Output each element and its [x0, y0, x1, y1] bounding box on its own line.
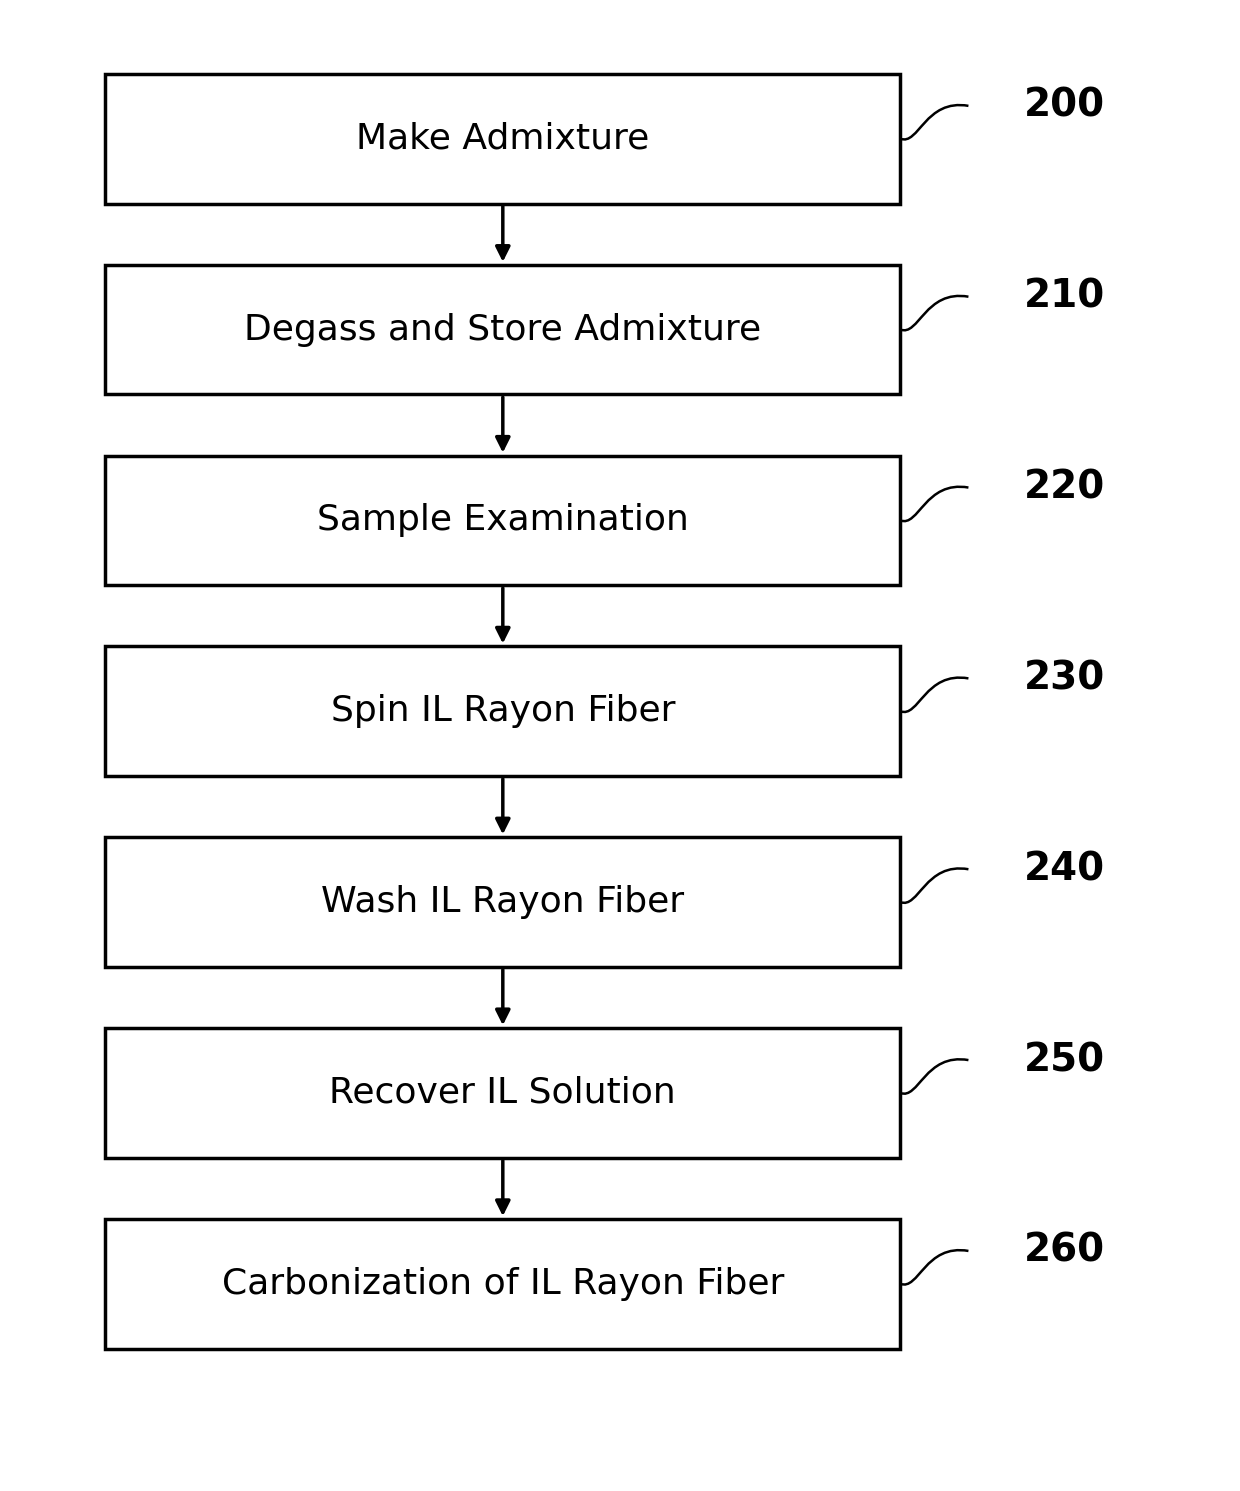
Text: 240: 240: [1024, 850, 1105, 889]
Text: 260: 260: [1024, 1232, 1105, 1270]
Bar: [105, 456, 900, 584]
Text: Make Admixture: Make Admixture: [356, 122, 650, 155]
Bar: [105, 1220, 900, 1348]
Text: 200: 200: [1024, 86, 1105, 125]
Bar: [105, 647, 900, 775]
Text: Sample Examination: Sample Examination: [317, 504, 688, 537]
Text: Carbonization of IL Rayon Fiber: Carbonization of IL Rayon Fiber: [222, 1267, 784, 1300]
Text: Degass and Store Admixture: Degass and Store Admixture: [244, 313, 761, 346]
Text: 230: 230: [1024, 659, 1106, 698]
Text: Spin IL Rayon Fiber: Spin IL Rayon Fiber: [331, 695, 675, 728]
Bar: [105, 1029, 900, 1157]
Bar: [105, 265, 900, 395]
Bar: [105, 838, 900, 968]
Text: 210: 210: [1024, 277, 1106, 316]
Text: 220: 220: [1024, 468, 1106, 507]
Text: Recover IL Solution: Recover IL Solution: [330, 1077, 676, 1109]
Text: 250: 250: [1024, 1041, 1105, 1079]
Bar: [105, 73, 900, 203]
Text: Wash IL Rayon Fiber: Wash IL Rayon Fiber: [321, 886, 684, 918]
